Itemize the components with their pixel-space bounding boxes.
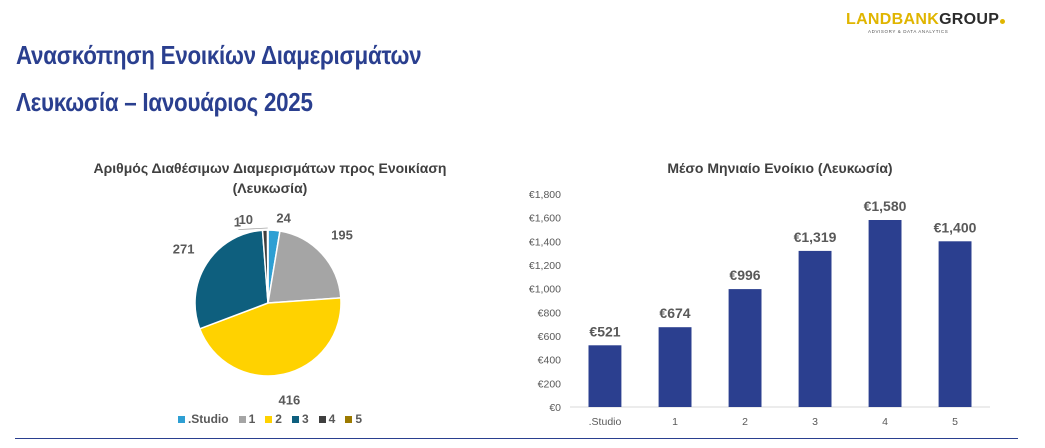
logo-wordmark: LANDBANKGROUP — [846, 11, 1006, 29]
legend-item-2: 1 — [238, 412, 256, 426]
legend-label-1: .Studio — [187, 412, 229, 426]
legend-item-3: 2 — [265, 412, 282, 426]
slide-title-line1: Ανασκόπηση Ενοικίων Διαμερισμάτων — [16, 40, 422, 70]
legend-label-6: 5 — [355, 412, 363, 426]
pie-data-label-4: 271 — [173, 241, 195, 256]
x-tick-label-6: 5 — [952, 416, 958, 428]
bar-5 — [868, 220, 902, 407]
pie-data-label-2: 195 — [331, 228, 353, 243]
legend-label-2: 1 — [248, 412, 256, 426]
logo-tagline: ADVISORY & DATA ANALYTICS — [868, 29, 949, 34]
pie-slice-2 — [267, 230, 342, 304]
legend-swatch-4 — [291, 415, 299, 423]
y-tick-label: €1,000 — [529, 284, 561, 296]
bar-value-label-1: €521 — [589, 323, 620, 339]
footer-rule — [15, 438, 1018, 439]
legend-swatch-6 — [345, 415, 353, 423]
legend-item-6: 5 — [345, 412, 362, 426]
brand-logo: LANDBANKGROUP ADVISORY & DATA ANALYTICS — [846, 11, 1036, 41]
pie-chart-title: Αριθμός Διαθέσιμων Διαμερισμάτων προς Εν… — [93, 160, 447, 196]
bar-1 — [588, 345, 622, 407]
pie-slice-4 — [194, 229, 269, 330]
legend-label-3: 2 — [275, 412, 282, 426]
pie-data-label-6: 1 — [234, 215, 241, 230]
pie-data-label-3: 416 — [279, 393, 301, 408]
x-tick-label-3: 2 — [742, 416, 748, 428]
y-tick-label: €1,400 — [529, 236, 561, 248]
bar-value-label-3: €996 — [729, 267, 760, 283]
x-tick-label-1: .Studio — [589, 416, 622, 428]
pie-data-label-1: 24 — [276, 210, 291, 225]
legend-swatch-5 — [318, 415, 326, 423]
y-tick-label: €1,800 — [529, 189, 561, 201]
y-tick-label: €200 — [538, 378, 562, 390]
bar-value-label-4: €1,319 — [794, 229, 837, 245]
legend-item-5: 4 — [318, 412, 336, 426]
bar-6 — [938, 241, 972, 407]
bar-chart-title: Μέσο Μηνιαίο Ενοίκιο (Λευκωσία) — [667, 160, 893, 176]
y-tick-label: €800 — [538, 307, 562, 319]
pie-leader-line — [238, 227, 268, 230]
y-tick-label: €0 — [549, 402, 561, 414]
legend-item-4: 3 — [291, 412, 309, 426]
bar-2 — [658, 327, 692, 407]
legend-swatch-3 — [265, 415, 273, 423]
logo-brand-part2: GROUP — [939, 11, 1000, 28]
y-tick-label: €1,600 — [529, 213, 561, 225]
y-tick-label: €400 — [538, 355, 562, 367]
bar-value-label-2: €674 — [659, 305, 690, 321]
pie-slice-6 — [266, 229, 269, 304]
bar-4 — [798, 250, 832, 407]
bar-chart: €0 €200 €400 €600 €800 €1,000 €1,200 €1,400 €1,6… — [529, 189, 990, 428]
pie-data-label-5: 10 — [239, 212, 253, 227]
pie-chart: 24 195 416 271 101 — [173, 210, 353, 408]
legend-label-4: 3 — [301, 412, 309, 426]
pie-slice-3 — [198, 297, 342, 377]
y-tick-label: €1,200 — [529, 260, 561, 272]
x-tick-label-5: 4 — [882, 416, 888, 428]
x-tick-label-2: 1 — [672, 416, 678, 428]
legend-swatch-1 — [177, 415, 185, 423]
logo-brand-part1: LANDBANK — [846, 11, 940, 28]
legend-swatch-2 — [238, 415, 246, 423]
logo-dot-icon — [1000, 19, 1006, 24]
legend-label-5: 4 — [328, 412, 336, 426]
y-tick-label: €600 — [538, 331, 562, 343]
slide-title-line2: Λευκωσία – Ιανουάριος 2025 — [16, 87, 313, 117]
pie-legend: .Studio 1 2 3 4 5 — [160, 411, 380, 427]
bar-value-label-5: €1,580 — [864, 198, 907, 214]
x-tick-label-4: 3 — [812, 416, 818, 428]
legend-item-1: .Studio — [177, 412, 229, 426]
bar-3 — [728, 289, 762, 407]
bar-value-label-6: €1,400 — [934, 219, 977, 235]
